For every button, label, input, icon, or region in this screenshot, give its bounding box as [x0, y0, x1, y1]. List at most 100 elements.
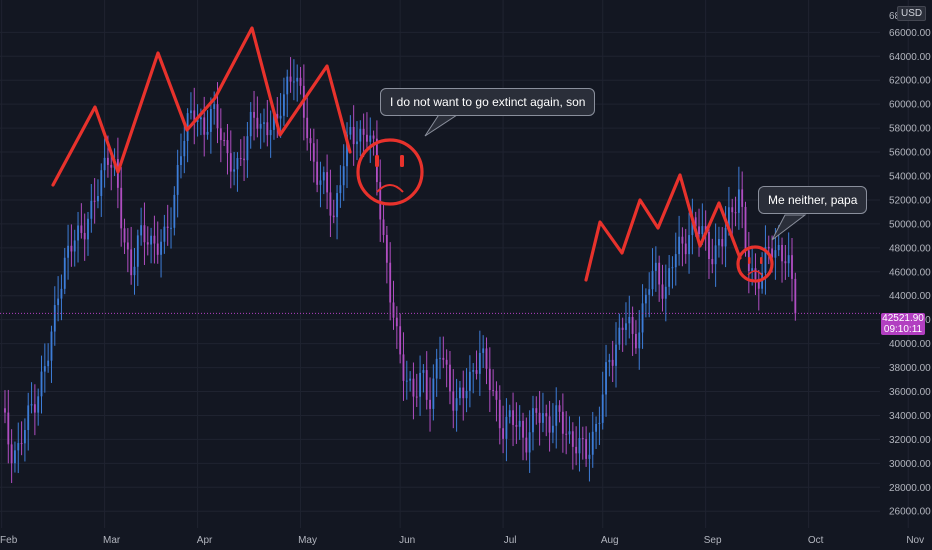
candle-body: [512, 410, 514, 425]
candle-body: [369, 135, 372, 142]
left-eye-icon: [375, 155, 379, 167]
candle-body: [73, 240, 76, 252]
candle-body: [522, 420, 524, 438]
candle-body: [203, 117, 206, 135]
candle-body: [382, 219, 385, 235]
y-tick-label: 36000.00: [889, 387, 931, 398]
candle-body: [346, 134, 348, 167]
candle-body: [246, 136, 249, 161]
y-tick-label: 56000.00: [889, 148, 931, 159]
x-tick-label: Mar: [103, 535, 121, 546]
candle-body: [452, 391, 455, 411]
candle-body: [146, 242, 149, 245]
candle-body: [249, 111, 252, 137]
candle-body: [422, 370, 425, 373]
frown-mouth-icon: [376, 184, 404, 193]
candle-body: [395, 317, 398, 327]
candle-body: [478, 352, 481, 374]
candle-body: [644, 294, 647, 304]
candle-body: [263, 122, 265, 124]
candle-body: [322, 172, 325, 181]
candle-body: [67, 245, 69, 258]
sad-face-left: [375, 155, 404, 193]
candle-body: [591, 431, 594, 455]
candle-body: [329, 192, 332, 216]
last-price-value: 42521.90: [882, 313, 924, 324]
candle-body: [170, 227, 172, 229]
candle-body: [256, 117, 259, 129]
currency-badge[interactable]: USD: [897, 6, 927, 21]
candle-body: [691, 217, 694, 236]
candle-body: [618, 327, 621, 345]
candle-body: [123, 228, 126, 243]
candle-body: [173, 194, 176, 228]
candle-body: [744, 206, 747, 251]
candle-body: [777, 245, 780, 251]
candle-body: [555, 405, 558, 426]
candle-body: [336, 193, 338, 218]
candle-body: [97, 196, 99, 202]
x-tick-label: Nov: [906, 535, 924, 546]
candle-body: [289, 76, 292, 82]
candle-body: [488, 368, 491, 391]
candle-body: [668, 268, 671, 287]
callout-left[interactable]: I do not want to go extinct again, son: [380, 88, 596, 116]
y-tick-label: 62000.00: [889, 76, 931, 87]
candle-body: [545, 413, 548, 417]
candle-body: [741, 189, 744, 207]
candle-body: [306, 117, 309, 139]
candle-body: [628, 316, 631, 324]
candle-body: [737, 189, 740, 213]
candle-body: [784, 261, 787, 264]
sad-face-right-outline: [736, 245, 774, 283]
candle-body: [495, 390, 498, 400]
price-axis[interactable]: 26000.00 28000.00 30000.00 32000.00 34000.00…: [889, 28, 931, 518]
candle-body: [561, 411, 564, 434]
candle-body: [638, 332, 641, 349]
x-tick-label: Oct: [808, 535, 824, 546]
candle-body: [608, 359, 611, 363]
last-price-tag: 42521.90 09:10:11: [881, 313, 925, 335]
y-tick-label: 38000.00: [889, 363, 931, 374]
candle-body: [140, 225, 143, 236]
candle-body: [150, 235, 153, 245]
candle-body: [508, 410, 511, 417]
candle-body: [658, 262, 661, 285]
left-eye-icon: [748, 257, 751, 264]
candle-body: [542, 413, 544, 423]
y-tick-label: 46000.00: [889, 267, 931, 278]
candle-body: [498, 399, 501, 429]
y-tick-label: 44000.00: [889, 291, 931, 302]
candle-body: [708, 231, 710, 260]
candle-body: [87, 218, 89, 240]
candle-body: [379, 182, 382, 220]
candle-body: [711, 259, 714, 265]
candle-body: [126, 242, 129, 250]
candle-body: [794, 278, 797, 314]
candle-body: [23, 430, 26, 444]
candle-body: [771, 248, 773, 258]
candle-body: [14, 450, 16, 464]
candle-body: [4, 408, 6, 413]
candle-body: [226, 140, 229, 154]
time-axis[interactable]: Feb Mar Apr May Jun Jul Aug Sep Oct Nov: [0, 535, 924, 546]
candle-body: [518, 420, 521, 427]
candle-body: [110, 164, 113, 168]
candle-body: [183, 140, 186, 157]
candle-body: [532, 408, 534, 433]
y-tick-label: 66000.00: [889, 28, 931, 39]
candle-body: [551, 425, 554, 433]
candle-body: [485, 348, 488, 369]
candle-body: [253, 111, 255, 118]
candle-body: [296, 77, 299, 82]
candle-body: [415, 396, 418, 398]
candle-body: [588, 454, 591, 459]
candle-body: [40, 371, 43, 397]
callout-right[interactable]: Me neither, papa: [758, 186, 868, 214]
candle-body: [727, 207, 730, 228]
candle-body: [219, 128, 222, 141]
candle-body: [366, 134, 368, 142]
candle-body: [767, 246, 770, 249]
candle-body: [472, 370, 475, 372]
